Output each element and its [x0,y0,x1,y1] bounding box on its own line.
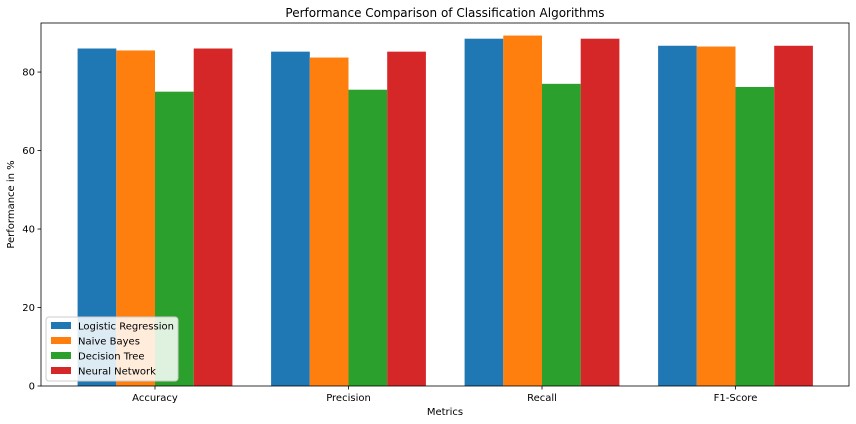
bars-layer [77,35,813,387]
legend-swatch [51,322,71,329]
legend-box [45,316,179,382]
y-tick-label: 20 [22,303,35,314]
y-axis-title: Performance in % [6,160,17,248]
chart-title: Performance Comparison of Classification… [285,6,604,20]
bar-neural-network-precision [387,51,426,386]
x-tick-label: Accuracy [132,393,178,404]
legend-label: Neural Network [78,367,156,378]
bar-logistic-regression-recall [464,38,504,386]
legend-swatch [51,337,71,344]
legend: Logistic Regression Naive Bayes Decision T… [45,316,179,382]
legend-swatch [51,367,71,374]
y-tick-label: 0 [29,382,35,393]
x-tick-label: F1-Score [714,393,758,404]
bar-neural-network-recall [580,38,620,386]
plot-frame [40,22,850,387]
y-tick-label: 40 [22,225,35,236]
bar-decision-tree-precision [348,89,388,387]
bar-neural-network-accuracy [193,48,233,386]
bar-naive-bayes-f1-score [696,46,736,386]
y-axis: 0 20 40 60 80 [22,68,41,393]
x-axis-title: Metrics [427,407,463,418]
bar-naive-bayes-precision [309,57,349,386]
x-axis: Accuracy Precision Recall F1-Score [132,386,757,404]
legend-label: Logistic Regression [78,322,174,333]
legend-label: Naive Bayes [78,337,140,348]
bar-decision-tree-f1-score [735,86,775,386]
x-tick-label: Precision [326,393,371,404]
bar-logistic-regression-f1-score [658,45,697,387]
legend-label: Decision Tree [78,352,145,363]
legend-swatch [51,352,71,359]
bar-logistic-regression-precision [271,51,310,386]
bar-naive-bayes-recall [503,35,542,387]
y-tick-label: 80 [22,68,35,79]
x-tick-label: Recall [527,393,557,404]
bar-decision-tree-recall [542,83,581,386]
y-tick-label: 60 [22,146,35,157]
bar-neural-network-f1-score [774,45,813,387]
